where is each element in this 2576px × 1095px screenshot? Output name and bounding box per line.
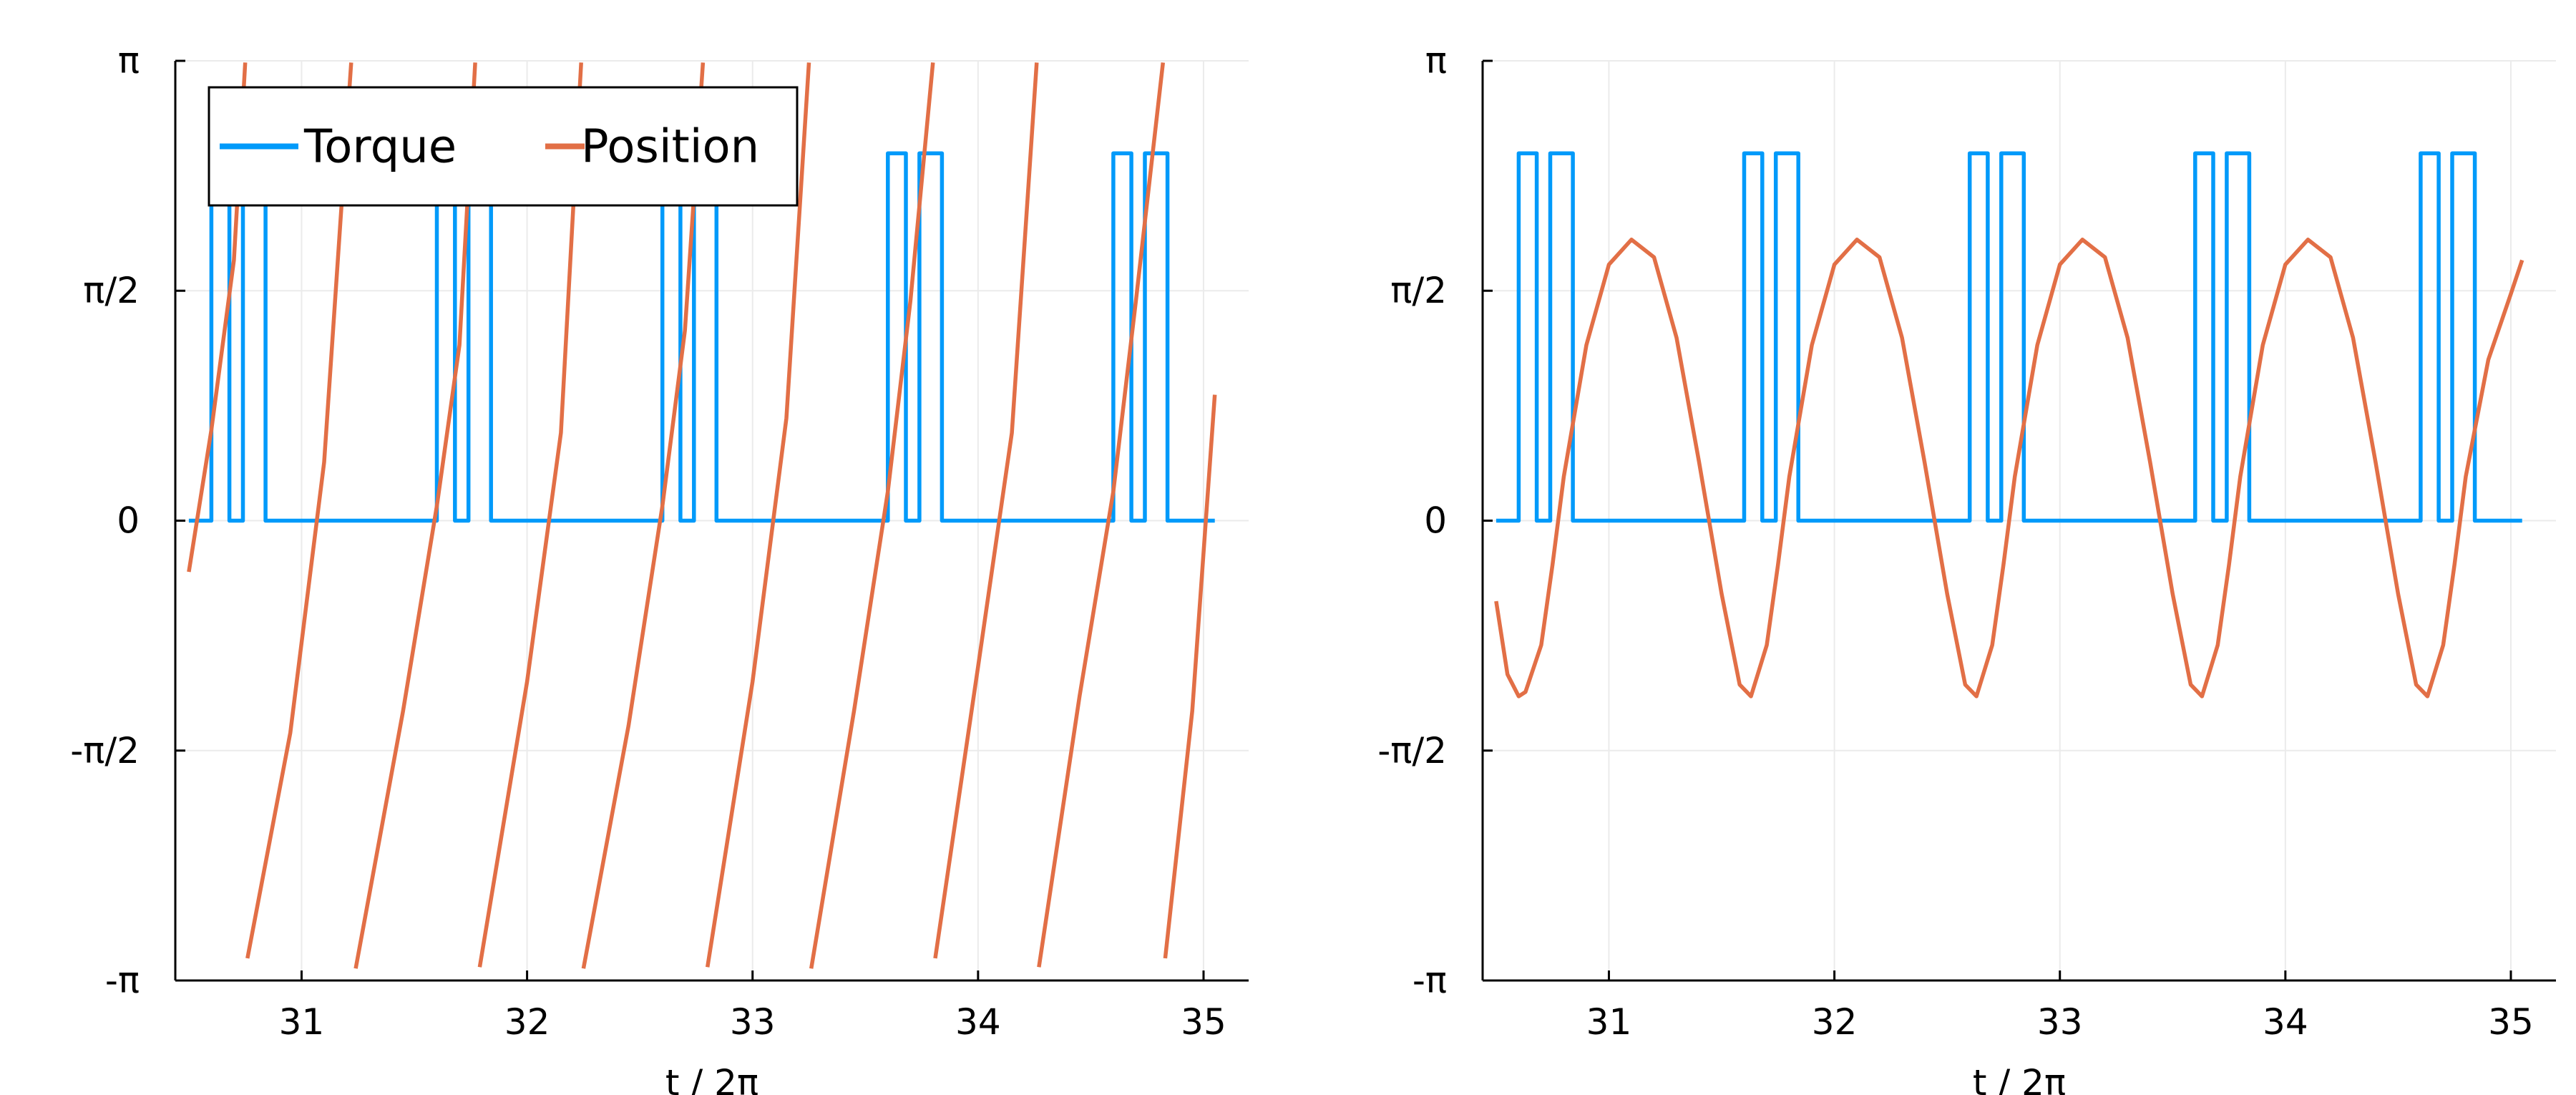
- y-tick-label: -π/2: [1377, 730, 1447, 772]
- y-tick-label: π/2: [1390, 270, 1447, 311]
- x-tick-label: 32: [1812, 1001, 1858, 1043]
- y-tick-label: 0: [117, 500, 140, 542]
- series-line-position: [933, 62, 1039, 959]
- series-line-torque: [1496, 151, 2522, 523]
- legend-label-position: Position: [581, 121, 759, 174]
- series-line-position: [581, 62, 706, 969]
- left-series: [187, 62, 1217, 969]
- y-tick-label: -π/2: [70, 730, 140, 772]
- legend: Torque Position: [208, 86, 799, 207]
- right-ticks: 31 32 33 34 35 -π -π/2 0 π/2 π: [1377, 40, 2534, 1043]
- series-line-position: [809, 62, 935, 969]
- legend-box: [208, 86, 799, 207]
- series-line-position: [245, 62, 353, 959]
- x-tick-label: 31: [279, 1001, 325, 1043]
- series-line-position: [1163, 394, 1217, 959]
- x-tick-label: 33: [2037, 1001, 2083, 1043]
- x-tick-label: 35: [2488, 1001, 2534, 1043]
- left-x-axis-label: t / 2π: [665, 1062, 758, 1095]
- y-tick-label: -π: [105, 960, 140, 1001]
- legend-label-torque: Torque: [303, 121, 457, 174]
- y-tick-label: -π: [1413, 960, 1447, 1001]
- series-line-position: [353, 62, 477, 969]
- series-line-position: [477, 62, 583, 968]
- x-tick-label: 31: [1586, 1001, 1632, 1043]
- x-tick-label: 35: [1181, 1001, 1226, 1043]
- series-line-position: [705, 62, 811, 968]
- x-tick-label: 33: [730, 1001, 776, 1043]
- series-line-position: [1037, 62, 1166, 968]
- y-tick-label: π/2: [83, 270, 140, 311]
- series-line-position: [1494, 238, 2524, 699]
- x-tick-label: 34: [2263, 1001, 2308, 1043]
- left-panel: 31 32 33 34 35 -π -π/2 0 π/2 π t / 2π Torque Posi…: [70, 40, 1249, 1095]
- y-tick-label: π: [1425, 40, 1447, 82]
- right-panel: 31 32 33 34 35 -π -π/2 0 π/2 π t / 2π: [1377, 40, 2556, 1095]
- x-tick-label: 32: [504, 1001, 550, 1043]
- left-ticks: 31 32 33 34 35 -π -π/2 0 π/2 π: [70, 40, 1226, 1043]
- x-tick-label: 34: [955, 1001, 1001, 1043]
- right-series: [1494, 151, 2524, 699]
- y-tick-label: 0: [1424, 500, 1447, 542]
- right-x-axis-label: t / 2π: [1973, 1062, 2066, 1095]
- y-tick-label: π: [118, 40, 140, 82]
